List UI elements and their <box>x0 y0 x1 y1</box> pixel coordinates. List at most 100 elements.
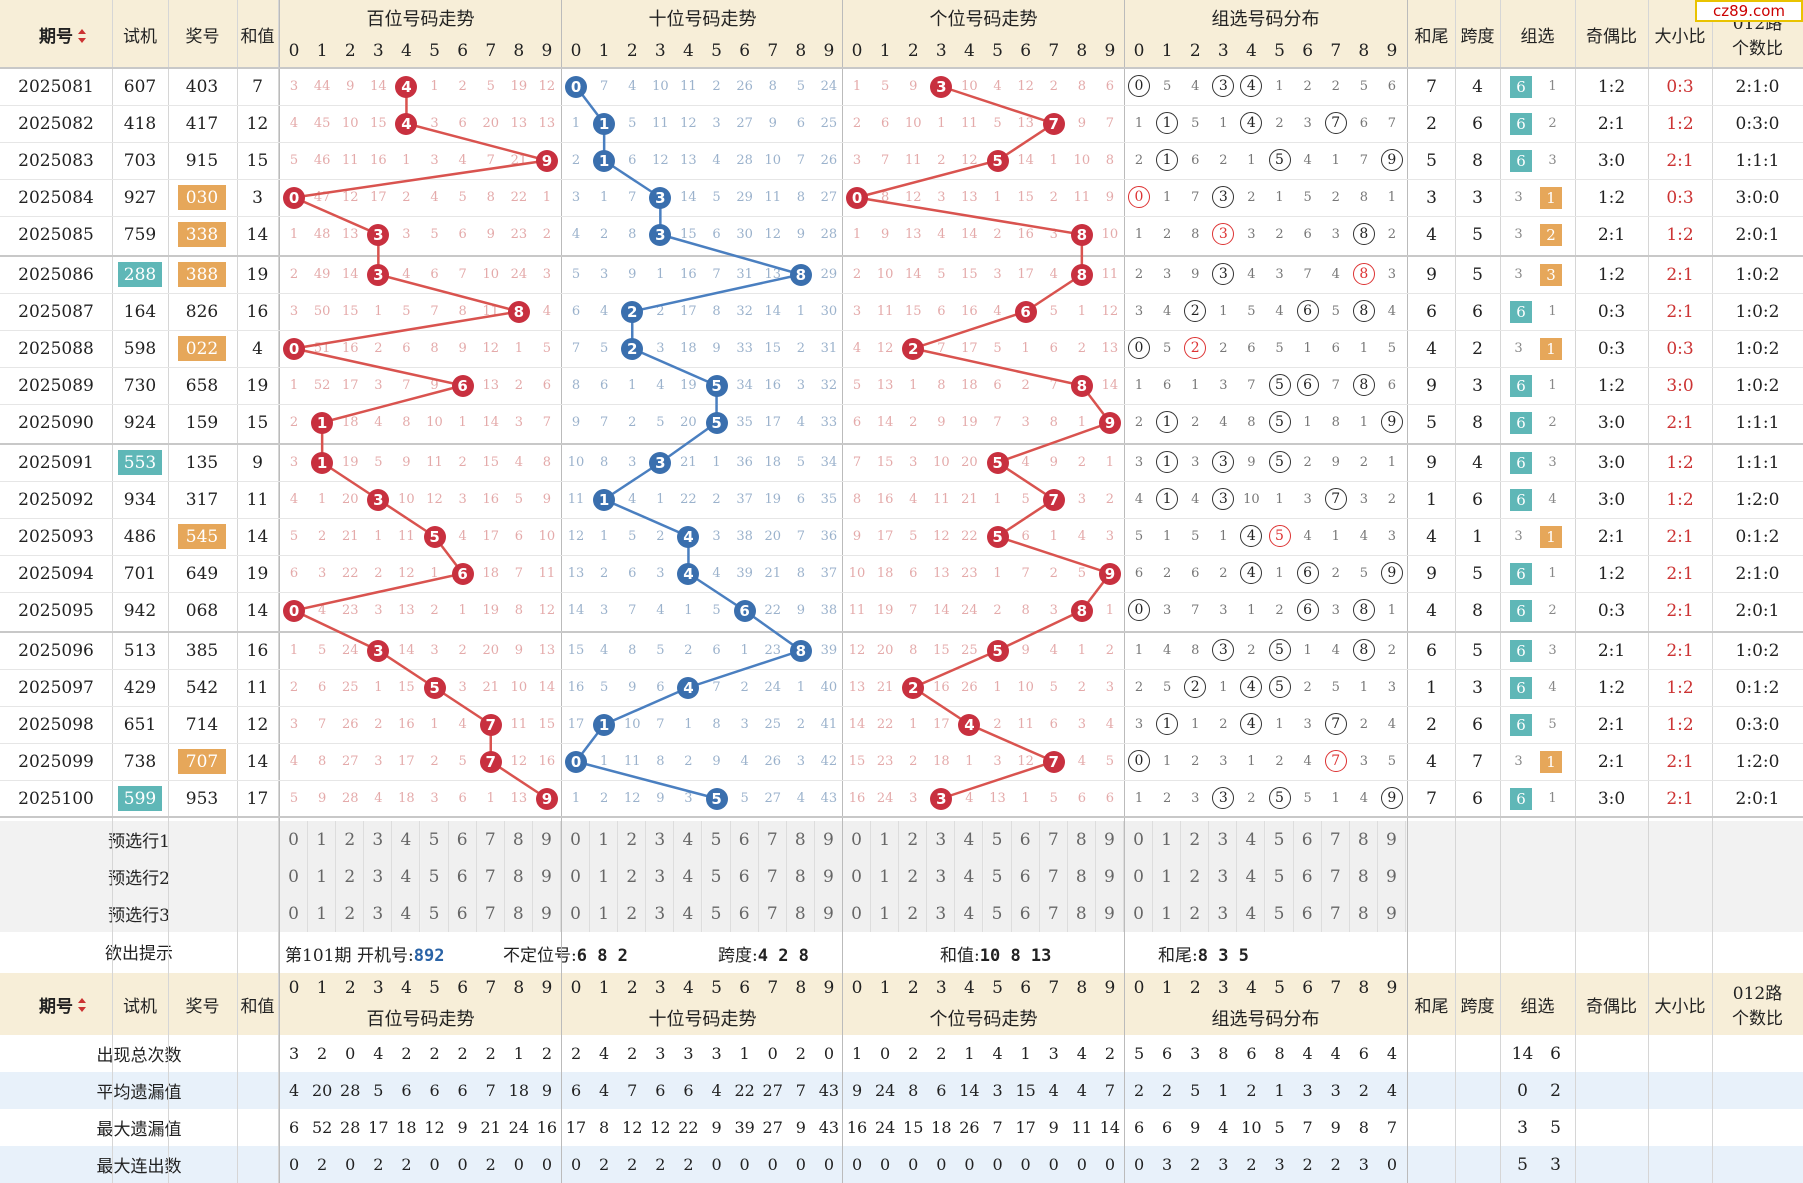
preselect-digit[interactable]: 6 <box>1293 895 1322 932</box>
preselect-digit[interactable]: 4 <box>674 895 703 932</box>
footer-period[interactable]: 期号 <box>0 973 112 1035</box>
preselect-digit[interactable]: 7 <box>1321 858 1350 895</box>
preselect-digit[interactable]: 2 <box>618 821 647 858</box>
preselect-digit[interactable]: 8 <box>504 821 533 858</box>
preselect-digit[interactable]: 2 <box>899 895 928 932</box>
preselect-digit[interactable]: 7 <box>476 821 505 858</box>
preselect-digit[interactable]: 7 <box>758 895 787 932</box>
preselect-digit[interactable]: 3 <box>1209 858 1238 895</box>
preselect-digit[interactable]: 8 <box>1349 895 1378 932</box>
preselect-digit[interactable]: 6 <box>1011 895 1040 932</box>
preselect-digit[interactable]: 9 <box>814 821 843 858</box>
preselect-digit[interactable]: 2 <box>336 895 365 932</box>
preselect-digit[interactable]: 5 <box>702 858 731 895</box>
preselect-digit[interactable]: 6 <box>1293 858 1322 895</box>
preselect-digit[interactable]: 6 <box>1011 858 1040 895</box>
preselect-digit[interactable]: 9 <box>532 895 561 932</box>
preselect-digit[interactable]: 9 <box>1377 821 1406 858</box>
preselect-digit[interactable]: 0 <box>1125 895 1154 932</box>
preselect-digit[interactable]: 2 <box>899 821 928 858</box>
preselect-digit[interactable]: 0 <box>280 821 309 858</box>
preselect-digit[interactable]: 4 <box>955 858 984 895</box>
preselect-digit[interactable]: 5 <box>420 858 449 895</box>
preselect-digit[interactable]: 5 <box>420 821 449 858</box>
preselect-digit[interactable]: 7 <box>476 895 505 932</box>
preselect-digit[interactable]: 6 <box>730 895 759 932</box>
preselect-digit[interactable]: 5 <box>983 821 1012 858</box>
preselect-digit[interactable]: 5 <box>983 858 1012 895</box>
preselect-digit[interactable]: 3 <box>927 895 956 932</box>
preselect-digit[interactable]: 6 <box>448 895 477 932</box>
preselect-digit[interactable]: 7 <box>758 858 787 895</box>
preselect-digit[interactable]: 9 <box>1095 821 1124 858</box>
preselect-digit[interactable]: 2 <box>1181 821 1210 858</box>
preselect-digit[interactable]: 6 <box>448 821 477 858</box>
preselect-digit[interactable]: 5 <box>702 821 731 858</box>
preselect-digit[interactable]: 9 <box>1377 858 1406 895</box>
preselect-digit[interactable]: 6 <box>730 821 759 858</box>
preselect-digit[interactable]: 0 <box>843 858 872 895</box>
preselect-digit[interactable]: 8 <box>1349 858 1378 895</box>
preselect-digit[interactable]: 1 <box>590 821 619 858</box>
preselect-digit[interactable]: 8 <box>1067 895 1096 932</box>
preselect-digit[interactable]: 5 <box>702 895 731 932</box>
preselect-digit[interactable]: 4 <box>392 821 421 858</box>
preselect-digit[interactable]: 3 <box>364 858 393 895</box>
preselect-digit[interactable]: 5 <box>983 895 1012 932</box>
preselect-digit[interactable]: 4 <box>1237 895 1266 932</box>
preselect-digit[interactable]: 0 <box>843 895 872 932</box>
preselect-digit[interactable]: 1 <box>590 858 619 895</box>
preselect-digit[interactable]: 0 <box>280 895 309 932</box>
sort-arrows-icon[interactable] <box>78 997 86 1012</box>
preselect-digit[interactable]: 1 <box>871 858 900 895</box>
preselect-digit[interactable]: 1 <box>308 895 337 932</box>
preselect-digit[interactable]: 0 <box>843 821 872 858</box>
preselect-digit[interactable]: 4 <box>1237 821 1266 858</box>
preselect-digit[interactable]: 2 <box>899 858 928 895</box>
preselect-digit[interactable]: 2 <box>336 858 365 895</box>
preselect-digit[interactable]: 1 <box>590 895 619 932</box>
preselect-digit[interactable]: 8 <box>786 895 815 932</box>
preselect-digit[interactable]: 4 <box>674 821 703 858</box>
preselect-digit[interactable]: 8 <box>1349 821 1378 858</box>
preselect-digit[interactable]: 9 <box>532 821 561 858</box>
preselect-digit[interactable]: 3 <box>1209 821 1238 858</box>
preselect-digit[interactable]: 7 <box>1039 895 1068 932</box>
preselect-digit[interactable]: 9 <box>1095 895 1124 932</box>
preselect-digit[interactable]: 7 <box>1039 821 1068 858</box>
preselect-digit[interactable]: 8 <box>504 895 533 932</box>
header-period[interactable]: 期号 <box>0 0 112 68</box>
preselect-digit[interactable]: 3 <box>646 895 675 932</box>
preselect-digit[interactable]: 1 <box>871 821 900 858</box>
preselect-digit[interactable]: 4 <box>392 858 421 895</box>
preselect-digit[interactable]: 3 <box>646 858 675 895</box>
preselect-digit[interactable]: 5 <box>1265 858 1294 895</box>
preselect-digit[interactable]: 4 <box>955 821 984 858</box>
preselect-digit[interactable]: 6 <box>448 858 477 895</box>
sort-arrows-icon[interactable] <box>78 28 86 43</box>
preselect-digit[interactable]: 0 <box>562 821 591 858</box>
preselect-digit[interactable]: 9 <box>814 858 843 895</box>
preselect-digit[interactable]: 3 <box>927 821 956 858</box>
preselect-digit[interactable]: 8 <box>1067 858 1096 895</box>
preselect-digit[interactable]: 4 <box>392 895 421 932</box>
preselect-digit[interactable]: 0 <box>1125 821 1154 858</box>
preselect-digit[interactable]: 1 <box>308 858 337 895</box>
preselect-digit[interactable]: 8 <box>786 821 815 858</box>
preselect-digit[interactable]: 7 <box>1321 895 1350 932</box>
preselect-digit[interactable]: 4 <box>955 895 984 932</box>
preselect-digit[interactable]: 0 <box>562 858 591 895</box>
preselect-digit[interactable]: 2 <box>618 858 647 895</box>
preselect-digit[interactable]: 9 <box>814 895 843 932</box>
preselect-digit[interactable]: 8 <box>786 858 815 895</box>
preselect-digit[interactable]: 3 <box>364 895 393 932</box>
preselect-digit[interactable]: 2 <box>618 895 647 932</box>
preselect-digit[interactable]: 7 <box>1321 821 1350 858</box>
preselect-digit[interactable]: 5 <box>1265 895 1294 932</box>
preselect-digit[interactable]: 6 <box>1293 821 1322 858</box>
preselect-digit[interactable]: 1 <box>871 895 900 932</box>
preselect-digit[interactable]: 6 <box>1011 821 1040 858</box>
preselect-digit[interactable]: 2 <box>1181 895 1210 932</box>
preselect-digit[interactable]: 7 <box>758 821 787 858</box>
preselect-digit[interactable]: 7 <box>476 858 505 895</box>
